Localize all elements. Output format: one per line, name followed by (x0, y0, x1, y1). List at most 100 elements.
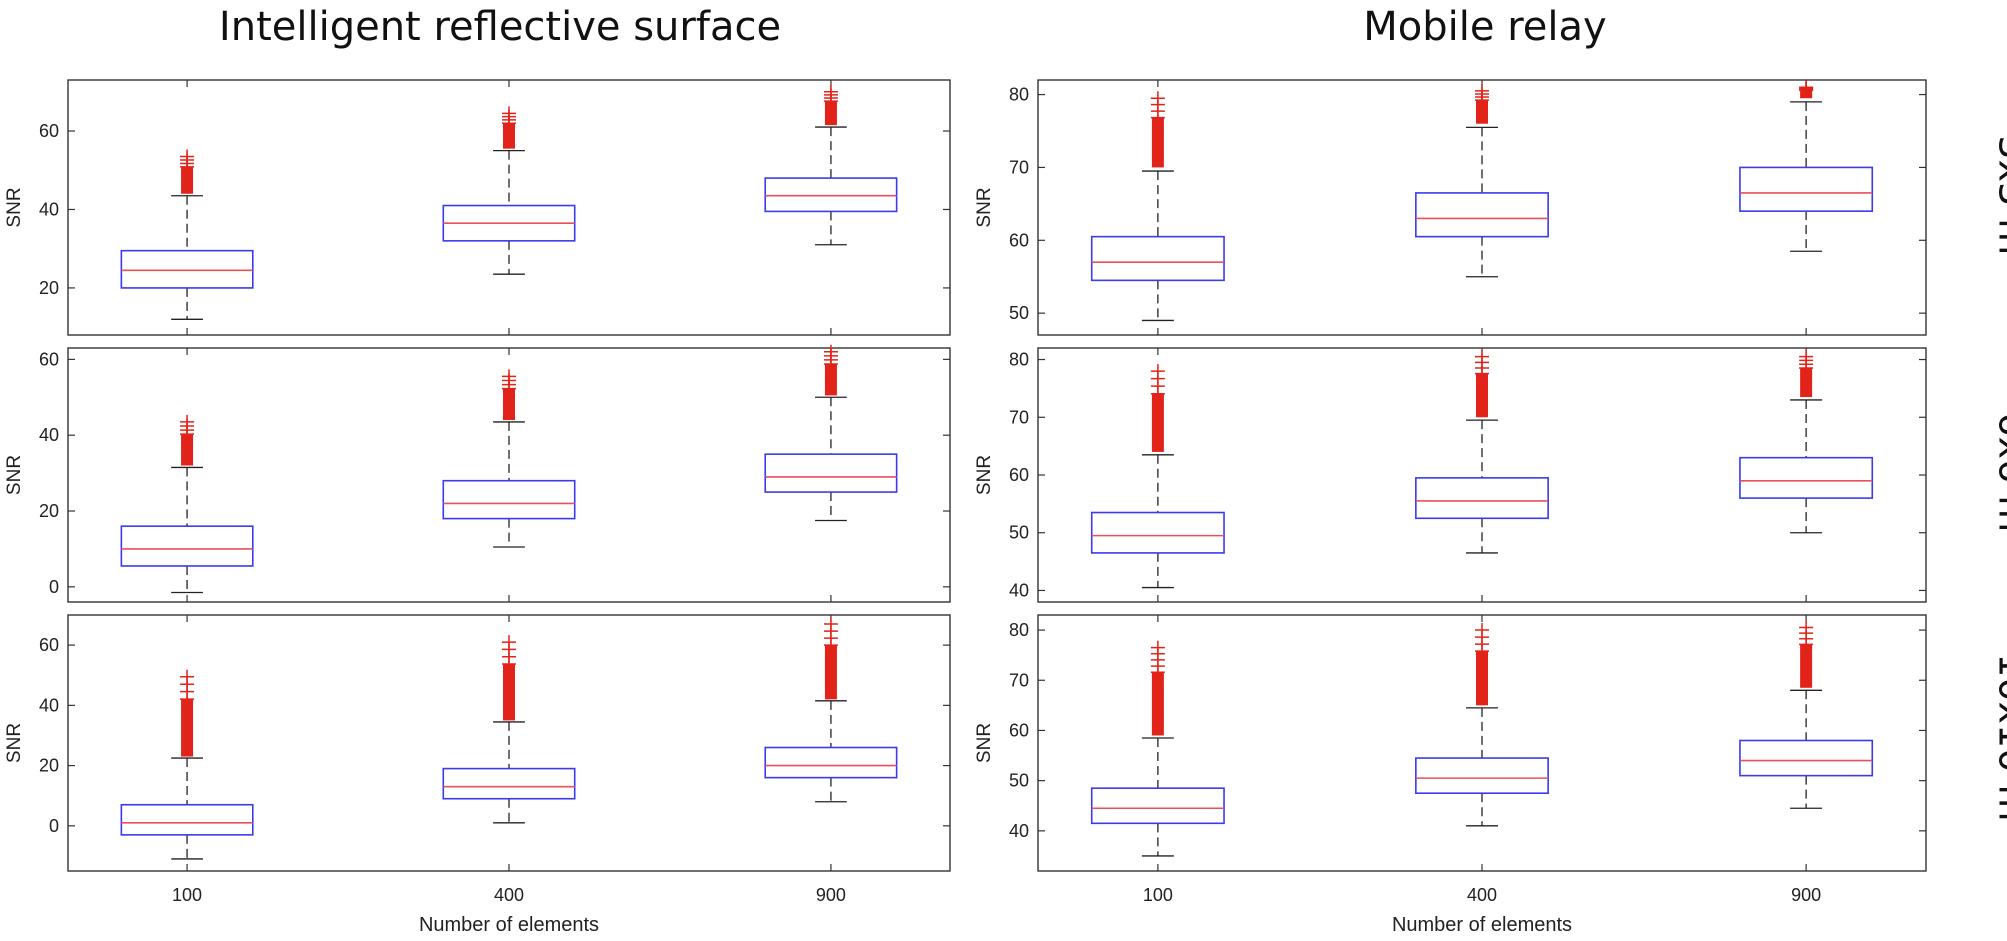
x-axis-label: Number of elements (419, 914, 599, 936)
outlier-marker (180, 427, 195, 442)
column-title-irs: Intelligent reflective surface (218, 4, 782, 50)
box-400 (1415, 349, 1549, 554)
row-label-3x3: 3x3 m2 (1985, 93, 2007, 313)
box-400 (442, 635, 576, 824)
outlier-marker (180, 692, 195, 707)
iqr-box (1090, 235, 1225, 282)
y-tick-label: 0 (49, 816, 59, 836)
y-tick-label: 60 (1009, 230, 1029, 250)
outlier-cluster (503, 388, 515, 421)
boxplot-panel-2: 50 60 70 80 SNR (974, 79, 1927, 336)
outlier-cluster (503, 664, 515, 721)
outlier-cluster (1151, 393, 1164, 452)
y-tick-label: 80 (1009, 350, 1029, 370)
x-tick-label: 100 (172, 885, 202, 905)
outlier-cluster (824, 645, 837, 700)
outlier-cluster (1476, 373, 1488, 418)
outlier-marker (1150, 110, 1165, 125)
boxplot-panel-1: 20 40 60 SNR (4, 79, 951, 336)
iqr-box (442, 479, 576, 520)
outlier-cluster (503, 123, 515, 149)
box-400 (1415, 623, 1549, 827)
y-tick-label: 50 (1009, 303, 1029, 323)
y-tick-label: 80 (1009, 620, 1029, 640)
box-100 (1090, 91, 1225, 322)
y-tick-label: 50 (1009, 523, 1029, 543)
boxplot-panel-6: 40 50 60 70 80 SNR 100 400 900 Number of elements (974, 614, 1927, 936)
box-100 (1090, 364, 1225, 589)
y-tick-label: 70 (1009, 407, 1029, 427)
y-tick-label: 20 (39, 501, 59, 521)
outlier-marker (823, 356, 838, 371)
box-100 (120, 149, 254, 320)
iqr-box (764, 177, 898, 213)
iqr-box (120, 803, 254, 836)
iqr-box (1415, 477, 1549, 520)
outlier-marker (1799, 637, 1814, 652)
y-axis-label: SNR (974, 723, 995, 763)
outlier-cluster (181, 166, 194, 194)
box-900 (764, 84, 898, 246)
iqr-box (1739, 739, 1874, 777)
outlier-cluster (1151, 672, 1164, 736)
y-axis-label: SNR (974, 455, 995, 495)
y-axis-label: SNR (4, 455, 25, 495)
row-label-10x10-base: 10x10 m (1990, 653, 2007, 821)
y-axis-label: SNR (974, 187, 995, 227)
box-400 (442, 369, 576, 548)
box-900 (1739, 349, 1874, 534)
outlier-cluster (1800, 367, 1813, 398)
box-100 (120, 414, 254, 594)
outlier-cluster (824, 101, 837, 126)
iqr-box (1415, 192, 1549, 238)
iqr-box (764, 746, 898, 779)
y-tick-label: 40 (1009, 821, 1029, 841)
outlier-marker (1475, 366, 1489, 381)
box-900 (1739, 620, 1874, 809)
outlier-marker (823, 638, 838, 653)
iqr-box (120, 249, 254, 289)
y-tick-label: 80 (1009, 85, 1029, 105)
box-100 (1090, 640, 1225, 857)
outlier-marker (1475, 93, 1489, 108)
x-tick-label: 400 (494, 885, 524, 905)
outlier-cluster (1476, 651, 1488, 706)
row-label-10x10: 10x10 m2 (1985, 635, 2007, 855)
y-tick-label: 50 (1009, 771, 1029, 791)
x-tick-label: 900 (1791, 885, 1821, 905)
row-label-3x3-base: 3x3 m (1990, 135, 2007, 255)
y-tick-label: 40 (39, 425, 59, 445)
outlier-cluster (1800, 644, 1813, 688)
iqr-box (1090, 787, 1225, 825)
outlier-cluster (824, 363, 837, 396)
iqr-box (120, 525, 254, 567)
box-900 (764, 617, 898, 803)
boxplot-panel-4: 40 50 60 70 80 SNR (974, 347, 1927, 603)
y-tick-label: 60 (1009, 465, 1029, 485)
box-400 (442, 106, 576, 275)
x-tick-label: 100 (1143, 885, 1173, 905)
x-axis-label: Number of elements (1392, 914, 1572, 936)
y-tick-label: 40 (39, 695, 59, 715)
row-label-6x6: 6x6 m2 (1985, 370, 2007, 590)
outlier-cluster (1476, 100, 1488, 124)
iqr-box (764, 453, 898, 493)
y-tick-label: 0 (49, 577, 59, 597)
y-tick-label: 60 (39, 635, 59, 655)
outlier-marker (502, 657, 516, 672)
iqr-box (1415, 757, 1549, 794)
iqr-box (1739, 456, 1874, 499)
y-tick-label: 60 (39, 121, 59, 141)
x-tick-label: 900 (816, 885, 846, 905)
box-400 (1415, 83, 1549, 278)
iqr-box (1739, 166, 1874, 212)
box-900 (764, 344, 898, 522)
outlier-cluster (181, 434, 194, 466)
column-title-mobile-relay: Mobile relay (1363, 4, 1607, 50)
iqr-box (442, 767, 576, 800)
outlier-marker (1799, 83, 1814, 98)
y-tick-label: 40 (39, 199, 59, 219)
box-100 (120, 669, 254, 860)
iqr-box (1090, 511, 1225, 554)
